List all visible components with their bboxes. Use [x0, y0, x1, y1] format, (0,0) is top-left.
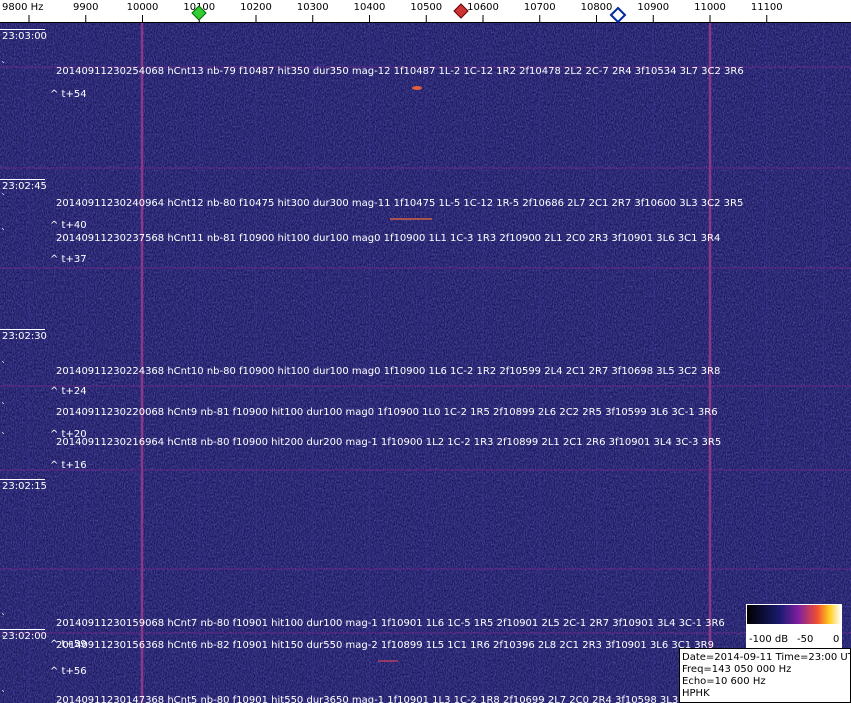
marker[interactable] [609, 6, 627, 24]
freq-label: 11000 [694, 2, 726, 13]
detection-offset: ^ t+40 [50, 220, 87, 231]
detection-text: 20140911230224368 hCnt10 nb-80 f10900 hi… [56, 366, 720, 377]
detection-offset: ^ t+20 [50, 429, 87, 440]
detection-text: 20140911230220068 hCnt9 nb-81 f10900 hit… [56, 407, 718, 418]
detection-text: 20140911230216964 hCnt8 nb-80 f10900 hit… [56, 437, 721, 448]
grid [0, 23, 851, 703]
detection-offset: ^ t+16 [50, 460, 87, 471]
time-labels: 23:03:00 23:02:45 23:02:30 23:02:15 23:02:00 [0, 29, 47, 642]
detection-text: 20140911230147368 hCnt5 nb-80 f10901 hit… [56, 695, 711, 703]
echo [412, 86, 422, 90]
freq-label: 11100 [751, 2, 783, 13]
detection-offset: ^ t+56 [50, 666, 87, 677]
tick-mark: ` [1, 401, 6, 413]
time-label: 23:02:45 [2, 181, 47, 192]
scale-label: 0 [833, 634, 839, 645]
info-frame [679, 648, 851, 703]
tick-mark: ` [1, 689, 6, 701]
detection-text: 20140911230240964 hCnt12 nb-80 f10475 hi… [56, 198, 743, 209]
tick-mark: ` [1, 227, 6, 239]
tick-mark: ` [1, 612, 6, 624]
freq-label: 10700 [524, 2, 556, 13]
freq-label: 10900 [637, 2, 669, 13]
scale-label: -100 dB [749, 634, 788, 645]
freq-label: 9900 [73, 2, 98, 13]
info-line: HPHK [682, 688, 710, 699]
color-scale: -100 dB -50 0 [746, 604, 842, 648]
freq-label: 10000 [127, 2, 159, 13]
detection-offset: ^ t+24 [50, 386, 87, 397]
detection-offset: ^ t+54 [50, 89, 87, 100]
freq-label: 10800 [581, 2, 613, 13]
detections: ` 20140911230254068 hCnt13 nb-79 f10487 h… [1, 60, 744, 703]
markers [191, 3, 627, 24]
info-line: Freq=143 050 000 Hz [682, 664, 791, 675]
noise [0, 23, 851, 703]
info-line: Date=2014-09-11 Time=23:00 UTC [682, 652, 851, 663]
echoes [378, 86, 432, 662]
detection-text: 20140911230156368 hCnt6 nb-82 f10901 hit… [56, 640, 714, 651]
time-label: 23:02:00 [2, 631, 47, 642]
time-label: 23:02:15 [2, 481, 47, 492]
time-label: 23:02:30 [2, 331, 47, 342]
detection-text: 20140911230159068 hCnt7 nb-80 f10901 hit… [56, 618, 725, 629]
tick-mark: ` [1, 60, 6, 72]
info-line: Echo=10 600 Hz [682, 676, 766, 687]
tick-mark: ` [1, 360, 6, 372]
detection-offset: ^ t+59 [50, 639, 87, 650]
info-box: Date=2014-09-11 Time=23:00 UTC Freq=143 … [679, 648, 851, 703]
detection-text: 20140911230254068 hCnt13 nb-79 f10487 hi… [56, 66, 744, 77]
freq-label: 10500 [410, 2, 442, 13]
tick-mark: ` [1, 431, 6, 443]
freq-label: 10300 [297, 2, 329, 13]
marker[interactable] [453, 3, 469, 19]
freq-label: 10600 [467, 2, 499, 13]
marker[interactable] [191, 5, 207, 21]
detection-text: 20140911230237568 hCnt11 nb-81 f10900 hi… [56, 233, 720, 244]
detection-offset: ^ t+37 [50, 254, 87, 265]
freq-label: 10400 [354, 2, 386, 13]
scale-label: -50 [797, 634, 813, 645]
freq-label: 9800 Hz [2, 2, 43, 13]
time-label: 23:03:00 [2, 31, 47, 42]
scale-bar [747, 605, 841, 624]
tick-mark: ` [1, 192, 6, 204]
freq-axis [0, 0, 851, 23]
freq-label: 10200 [240, 2, 272, 13]
tick-mark: ` [1, 634, 6, 646]
